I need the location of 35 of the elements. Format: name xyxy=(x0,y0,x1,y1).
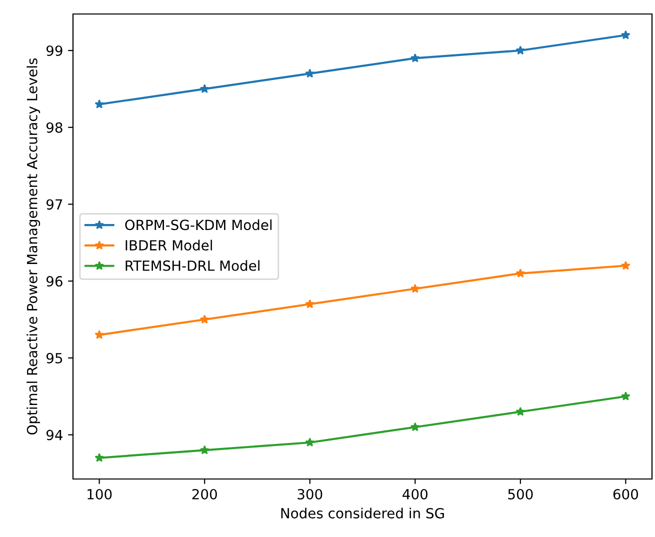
point xyxy=(200,84,210,94)
point xyxy=(621,392,630,400)
legend-label: RTEMSH-DRL Model xyxy=(126,260,260,271)
point xyxy=(305,438,315,447)
point xyxy=(410,53,420,62)
point xyxy=(94,330,104,339)
point xyxy=(94,453,104,462)
y-tick-label: 97 xyxy=(46,199,62,210)
point xyxy=(516,46,526,55)
x-tick-label: 100 xyxy=(88,488,112,500)
x-tick-label: 300 xyxy=(298,488,322,500)
y-tick-label: 95 xyxy=(46,352,62,364)
point xyxy=(516,406,526,416)
y-tick-label: 99 xyxy=(46,45,62,56)
y-tick-label: 94 xyxy=(46,430,62,440)
x-tick-label: 400 xyxy=(402,488,428,500)
point xyxy=(305,68,315,78)
point xyxy=(94,99,104,108)
point xyxy=(516,268,526,278)
point xyxy=(410,284,420,293)
point xyxy=(410,422,420,432)
x-tick-label: 500 xyxy=(508,488,533,500)
y-tick-label: 96 xyxy=(46,276,62,287)
legend-label: IBDER Model xyxy=(126,240,212,251)
legend-label: ORPM-SG-KDM Model xyxy=(125,219,272,230)
point xyxy=(621,30,630,40)
x-tick-label: 200 xyxy=(192,488,217,500)
x-tick-label: 600 xyxy=(613,488,638,500)
point xyxy=(200,314,210,324)
point xyxy=(621,260,630,270)
point xyxy=(305,299,315,308)
y-axis-title: Optimal Reactive Power Management Accuracy Levels xyxy=(26,58,40,435)
point xyxy=(200,445,210,454)
x-axis-title: Nodes considered in SG xyxy=(281,508,444,518)
y-tick-label: 98 xyxy=(46,122,62,133)
